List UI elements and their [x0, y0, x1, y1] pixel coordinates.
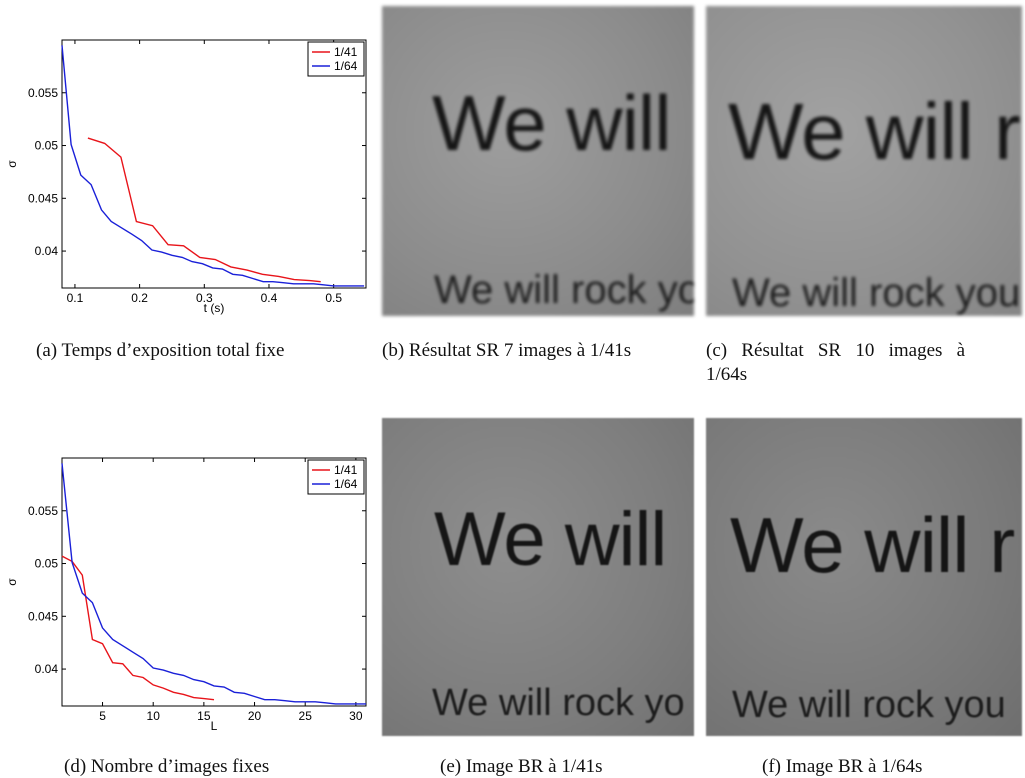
chart-d-svg: 5 10 15 20 25 30 0.04 0.045 0.05 0.055 Lσ 1/411/64 [5, 457, 367, 733]
chart-d-xtick-label: 10 [147, 709, 161, 723]
chart-a-axes-box [61, 39, 367, 289]
chart-a-ytick-label: 0.04 [35, 244, 59, 258]
chart-a-ylabel: σ [5, 160, 19, 168]
chart-d-axes-box [61, 457, 367, 707]
chart-d-ytick-label: 0.04 [35, 662, 59, 676]
chart-d-xtick-label: 15 [197, 709, 211, 723]
caption-c-line2: 1/64s [706, 364, 748, 385]
chart-a-legend-box [307, 41, 365, 77]
photo-e-text-large: We will [434, 497, 667, 582]
chart-a-series-2-line [61, 45, 365, 287]
chart-a-xtick-label: 0.2 [131, 291, 148, 305]
chart-d-xtick-label: 5 [99, 709, 106, 723]
photo-b-text-large: We will [432, 79, 672, 167]
photo-c-sr-1-64: We will r We will rock you [706, 6, 1022, 316]
chart-a-xtick-label: 0.1 [67, 291, 84, 305]
photo-f-text-large: We will r [730, 501, 1015, 589]
caption-e: (e) Image BR à 1/41s [440, 756, 603, 777]
photo-c-text-small: We will rock you [732, 271, 1021, 315]
chart-a-xtick-label: 0.3 [196, 291, 213, 305]
caption-d: (d) Nombre d’images fixes [64, 756, 270, 777]
chart-a-ytick-label: 0.055 [28, 86, 58, 100]
chart-d-series-2-line [61, 463, 366, 705]
chart-d-legend-box [307, 459, 365, 495]
chart-d-xlabel: L [211, 719, 218, 733]
chart-d-ytick-label: 0.045 [28, 609, 58, 623]
chart-a: 0.1 0.2 0.3 0.4 0.5 0.04 0.045 0.05 0.055 t (s) σ 1… [0, 24, 372, 324]
chart-d-series-1-line [61, 555, 215, 701]
chart-a-ytick-label: 0.045 [28, 191, 58, 205]
chart-a-xlabel: t (s) [204, 301, 225, 315]
chart-d-ylabel: σ [5, 578, 19, 586]
chart-d-legend-label-2: 1/64 [334, 477, 358, 491]
chart-a-svg: 0.1 0.2 0.3 0.4 0.5 0.04 0.045 0.05 0.055 t (s) σ 1… [5, 39, 367, 315]
chart-d-xtick-label: 20 [248, 709, 262, 723]
photo-b-sr-1-41: We will We will rock yo [382, 6, 694, 316]
chart-d-ytick-label: 0.05 [35, 557, 59, 571]
chart-d-legend-label-1: 1/41 [334, 463, 358, 477]
caption-f: (f) Image BR à 1/64s [762, 756, 923, 777]
chart-a-legend-label-2: 1/64 [334, 59, 358, 73]
chart-d-ytick-label: 0.055 [28, 504, 58, 518]
caption-b: (b) Résultat SR 7 images à 1/41s [382, 340, 632, 361]
chart-a-legend-label-1: 1/41 [334, 45, 358, 59]
caption-a: (a) Temps d’exposition total fixe [36, 340, 285, 361]
photo-c-text-large: We will r [728, 87, 1021, 176]
chart-a-xtick-label: 0.4 [261, 291, 278, 305]
photo-e-text-small: We will rock yo [432, 682, 685, 724]
photo-f-text-small: We will rock you [732, 684, 1006, 726]
photo-e-br-1-41: We will We will rock yo [382, 418, 694, 736]
chart-a-series-1-line [87, 137, 321, 283]
chart-d-xtick-label: 25 [299, 709, 313, 723]
photo-f-br-1-64: We will r We will rock you [706, 418, 1022, 736]
chart-a-ytick-label: 0.05 [35, 139, 59, 153]
photo-b-text-small: We will rock yo [434, 268, 694, 312]
caption-c-line1: (c) Résultat SR 10 images à [706, 340, 966, 361]
chart-a-xtick-label: 0.5 [325, 291, 342, 305]
chart-d-xtick-label: 30 [349, 709, 363, 723]
